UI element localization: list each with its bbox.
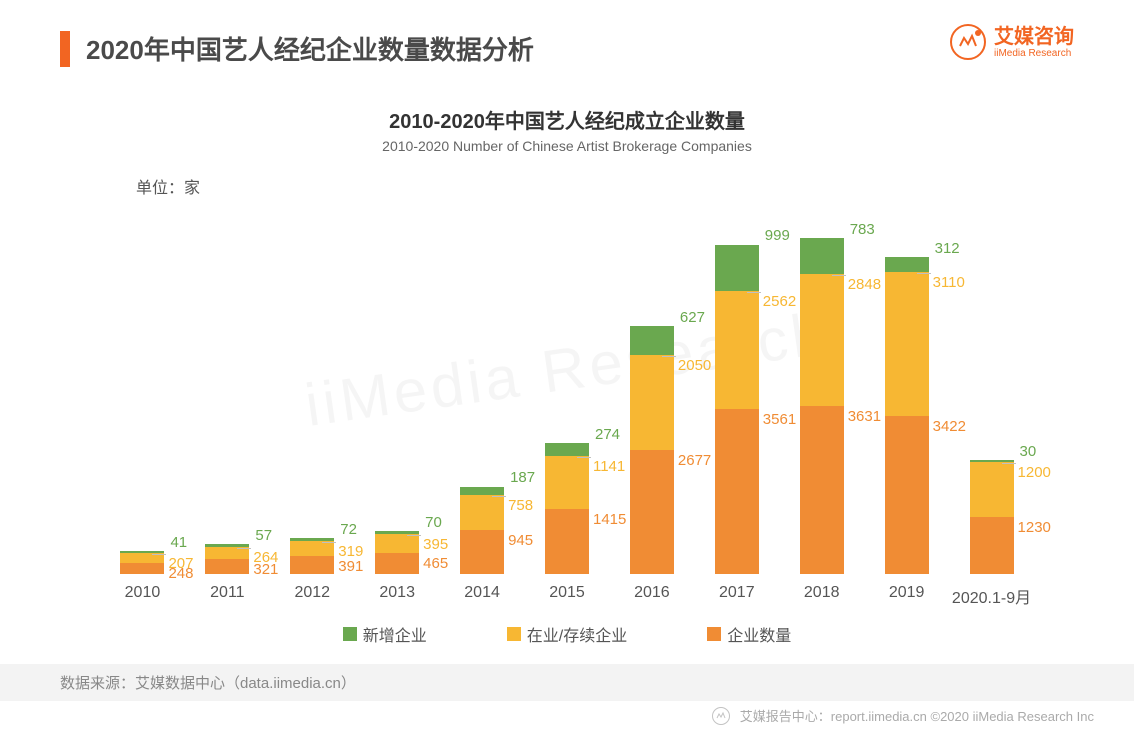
seg-count: 3422: [885, 416, 929, 574]
seg-new: 57: [205, 544, 249, 547]
value-label: 1230: [1018, 519, 1051, 536]
x-tick-label: 2015: [525, 584, 610, 608]
legend-swatch: [507, 627, 521, 641]
bar-2017: 35612562999: [694, 204, 779, 574]
seg-count: 248: [120, 563, 164, 574]
seg-new: 187: [460, 487, 504, 496]
legend-label: 企业数量: [727, 622, 791, 646]
seg-new: 999: [715, 245, 759, 291]
x-tick-label: 2011: [185, 584, 270, 608]
bar-2013: 46539570: [355, 204, 440, 574]
seg-new: 312: [885, 257, 929, 271]
seg-existing: 1141: [545, 456, 589, 509]
seg-existing: 758: [460, 495, 504, 530]
seg-count: 1230: [970, 517, 1014, 574]
seg-count: 1415: [545, 509, 589, 574]
legend-item-new: 新增企业: [343, 622, 427, 646]
seg-count: 3561: [715, 409, 759, 574]
bar-2018: 36312848783: [779, 204, 864, 574]
seg-existing: 2562: [715, 291, 759, 409]
seg-new: 41: [120, 551, 164, 553]
legend-label: 新增企业: [363, 622, 427, 646]
x-tick-label: 2016: [609, 584, 694, 608]
brand-logo: 艾媒咨询 iiMedia Research: [950, 24, 1074, 60]
x-tick-label: 2020.1-9月: [949, 584, 1034, 608]
x-tick-label: 2019: [864, 584, 949, 608]
chart-unit-label: 单位：家: [136, 174, 1074, 198]
x-tick-label: 2014: [440, 584, 525, 608]
x-tick-label: 2012: [270, 584, 355, 608]
seg-existing: 3110: [885, 272, 929, 416]
legend-swatch: [343, 627, 357, 641]
chart-title-en: 2010-2020 Number of Chinese Artist Broke…: [60, 138, 1074, 154]
bar-2014: 945758187: [440, 204, 525, 574]
seg-new: 627: [630, 326, 674, 355]
seg-existing: 395: [375, 534, 419, 552]
bar-2016: 26772050627: [609, 204, 694, 574]
chart-title-cn: 2010-2020年中国艺人经纪成立企业数量: [60, 105, 1074, 134]
x-tick-label: 2017: [694, 584, 779, 608]
seg-count: 391: [290, 556, 334, 574]
data-source: 数据来源：艾媒数据中心（data.iimedia.cn）: [0, 664, 1134, 701]
bar-2015: 14151141274: [525, 204, 610, 574]
legend-item-existing: 在业/存续企业: [507, 622, 627, 646]
value-label: 1200: [1018, 464, 1051, 481]
footer-text: 艾媒报告中心：report.iimedia.cn ©2020 iiMedia R…: [740, 706, 1094, 725]
seg-existing: 2050: [630, 355, 674, 450]
legend-label: 在业/存续企业: [527, 622, 627, 646]
seg-new: 72: [290, 538, 334, 541]
bar-2020.1-9月: 1230120030: [949, 204, 1034, 574]
seg-new: 70: [375, 531, 419, 534]
seg-new: 30: [970, 460, 1014, 461]
x-tick-label: 2013: [355, 584, 440, 608]
seg-new: 783: [800, 238, 844, 274]
seg-count: 3631: [800, 406, 844, 574]
x-tick-label: 2010: [100, 584, 185, 608]
x-tick-label: 2018: [779, 584, 864, 608]
legend-swatch: [707, 627, 721, 641]
brand-name-en: iiMedia Research: [994, 48, 1074, 59]
chart-plot: 2482074132126457391319724653957094575818…: [100, 204, 1034, 574]
bar-2011: 32126457: [185, 204, 270, 574]
page-title: 2020年中国艺人经纪企业数量数据分析: [86, 30, 534, 67]
value-label: 30: [1020, 443, 1037, 460]
footer-brand-icon: [712, 707, 730, 725]
footer: 艾媒报告中心：report.iimedia.cn ©2020 iiMedia R…: [712, 706, 1094, 725]
seg-count: 321: [205, 559, 249, 574]
title-accent-bar: [60, 31, 70, 67]
seg-count: 2677: [630, 450, 674, 574]
seg-new: 274: [545, 443, 589, 456]
seg-count: 945: [460, 530, 504, 574]
seg-existing: 1200: [970, 462, 1014, 518]
seg-existing: 319: [290, 541, 334, 556]
chart-x-axis: 2010201120122013201420152016201720182019…: [100, 584, 1034, 608]
bar-2012: 39131972: [270, 204, 355, 574]
brand-icon: [950, 24, 986, 60]
bar-2019: 34223110312: [864, 204, 949, 574]
bar-2010: 24820741: [100, 204, 185, 574]
seg-existing: 2848: [800, 274, 844, 406]
page-header: 2020年中国艺人经纪企业数量数据分析 艾媒咨询 iiMedia Researc…: [0, 0, 1134, 77]
brand-name-cn: 艾媒咨询: [994, 26, 1074, 48]
chart-legend: 新增企业 在业/存续企业 企业数量: [60, 622, 1074, 646]
legend-item-count: 企业数量: [707, 622, 791, 646]
seg-count: 465: [375, 553, 419, 575]
chart-container: 2010-2020年中国艺人经纪成立企业数量 2010-2020 Number …: [0, 77, 1134, 646]
